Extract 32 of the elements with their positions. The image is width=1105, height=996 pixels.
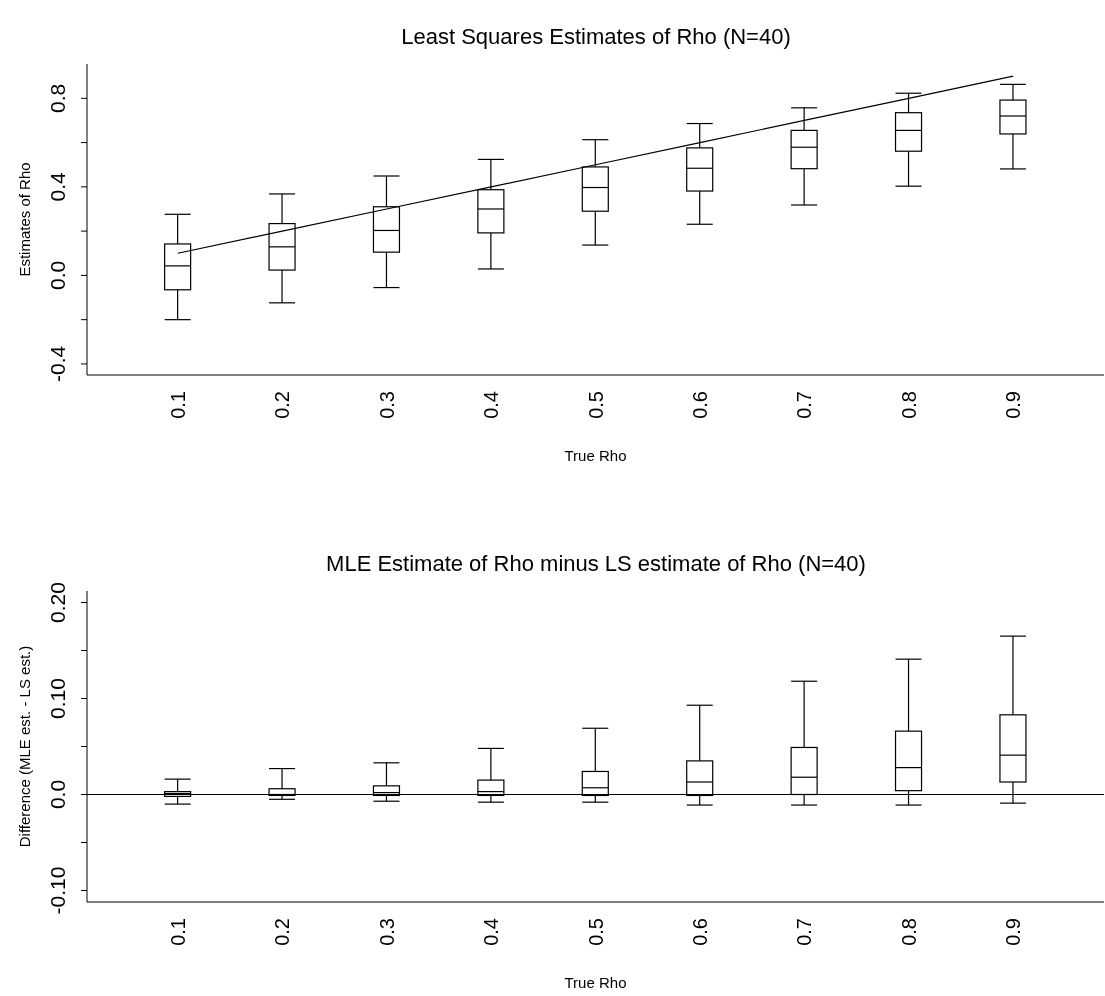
y-tick-label: -0.10 <box>45 866 69 915</box>
x-tick-label: 0.3 <box>375 918 398 946</box>
y-tick-label: 0.4 <box>45 171 69 202</box>
x-tick-label: 0.7 <box>793 391 816 419</box>
x-tick-label: 0.1 <box>166 391 189 419</box>
chart-title: MLE Estimate of Rho minus LS estimate of Rho (N=40) <box>325 551 867 577</box>
x-tick-label: 0.4 <box>480 918 503 946</box>
y-tick-label: 0.0 <box>45 260 69 290</box>
y-tick-label: -0.4 <box>45 345 69 383</box>
x-tick-label: 0.7 <box>793 918 816 946</box>
y-axis-title: Estimates of Rho <box>15 162 33 277</box>
y-tick-label: 0.8 <box>45 83 69 113</box>
x-tick-label: 0.2 <box>271 918 294 946</box>
y-tick-label: 0.0 <box>45 779 69 810</box>
x-tick-label: 0.9 <box>1002 918 1025 946</box>
x-tick-label: 0.9 <box>1002 391 1025 419</box>
x-tick-label: 0.4 <box>480 391 503 419</box>
x-axis-title: True Rho <box>564 447 627 464</box>
x-tick-label: 0.8 <box>897 918 920 946</box>
x-tick-label: 0.3 <box>375 391 398 419</box>
x-tick-label: 0.5 <box>584 918 607 946</box>
chart-title: Least Squares Estimates of Rho (N=40) <box>400 24 792 50</box>
y-tick-label: 0.20 <box>45 582 69 623</box>
x-tick-label: 0.8 <box>897 391 920 419</box>
x-tick-label: 0.1 <box>166 918 189 946</box>
x-tick-label: 0.2 <box>271 391 294 419</box>
x-axis-title: True Rho <box>564 974 627 991</box>
y-tick-label: 0.10 <box>45 678 69 719</box>
y-axis-title: Difference (MLE est. - LS est.) <box>15 645 33 848</box>
x-tick-label: 0.6 <box>688 918 711 946</box>
x-tick-label: 0.5 <box>584 391 607 419</box>
x-tick-label: 0.6 <box>688 391 711 419</box>
